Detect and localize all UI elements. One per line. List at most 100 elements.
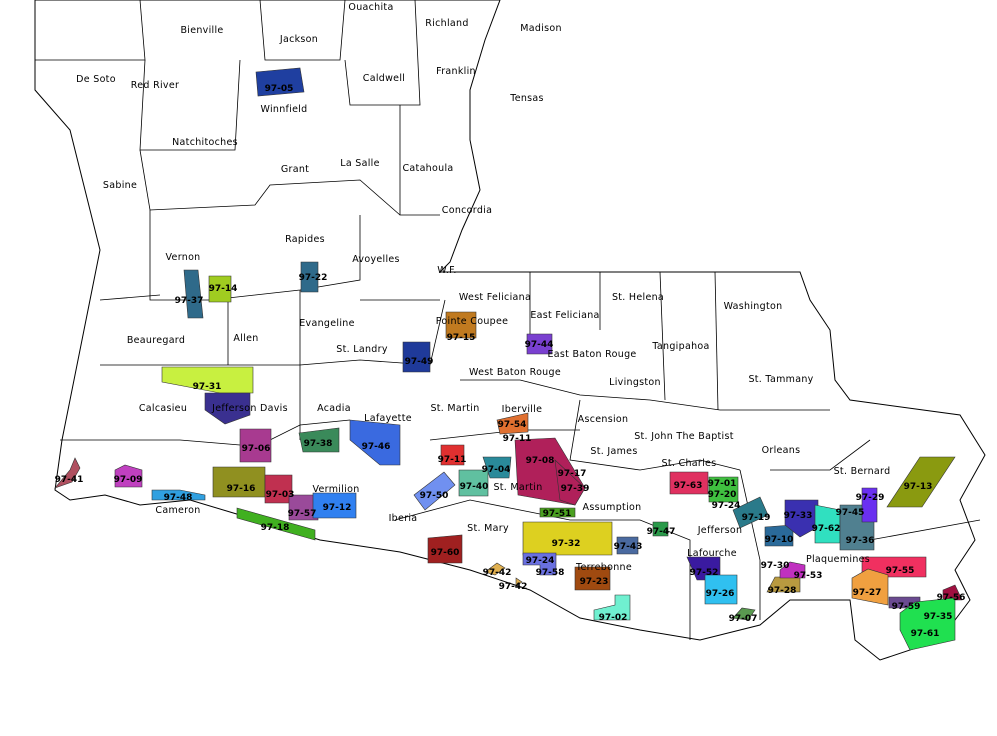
parish-label: Terrebonne [575, 562, 632, 573]
project-area[interactable] [574, 566, 611, 591]
parish-label: West Feliciana [459, 292, 531, 303]
project-area[interactable] [151, 489, 206, 501]
project-label: 97-02 [599, 613, 628, 623]
project-area[interactable] [255, 67, 305, 97]
project-area[interactable] [458, 469, 489, 497]
parish-label: St. Bernard [834, 466, 891, 477]
parish-label: Tensas [509, 93, 544, 104]
project-label: 97-28 [768, 586, 797, 596]
project-area[interactable] [204, 392, 251, 425]
project-label: 97-40 [460, 482, 489, 492]
project-area[interactable] [779, 561, 806, 579]
project-label: 97-01 [708, 479, 737, 489]
project-area[interactable] [704, 574, 738, 605]
project-label: 97-14 [209, 284, 238, 294]
project-area[interactable] [899, 597, 956, 651]
project-label: 97-36 [846, 536, 875, 546]
parish-label: Grant [281, 164, 309, 175]
project-area[interactable] [440, 444, 465, 466]
parish-label: Vernon [166, 252, 201, 263]
project-area[interactable] [732, 496, 769, 529]
project-area[interactable] [861, 487, 878, 523]
project-label: 97-12 [323, 503, 352, 513]
project-label: 97-63 [674, 481, 703, 491]
project-label: 97-32 [552, 539, 581, 549]
project-area[interactable] [298, 427, 340, 453]
project-label: 97-43 [614, 542, 643, 552]
project-area[interactable] [236, 507, 316, 541]
parish-label: East Baton Rouge [547, 349, 636, 360]
project-area[interactable] [732, 607, 756, 621]
project-area[interactable] [554, 459, 586, 506]
parish-label: St. Helena [612, 292, 664, 303]
project-label: 97-39 [561, 484, 590, 494]
project-area[interactable] [54, 457, 81, 489]
project-area[interactable] [526, 333, 553, 355]
project-areas [54, 67, 963, 651]
project-label: 97-27 [853, 588, 882, 598]
project-area[interactable] [784, 499, 819, 538]
project-label: 97-22 [299, 273, 328, 283]
project-area[interactable] [522, 521, 613, 556]
project-area[interactable] [708, 476, 739, 503]
project-area[interactable] [183, 269, 204, 319]
parish-label: Rapides [285, 234, 325, 245]
project-area[interactable] [239, 428, 272, 463]
parish-label: Iberville [502, 404, 543, 415]
project-area[interactable] [413, 471, 456, 511]
project-label: 97-24 [526, 556, 555, 566]
parish-label: St. Tammany [748, 374, 813, 385]
parish-label: Iberia [389, 513, 418, 524]
project-area[interactable] [886, 456, 956, 508]
project-label: 97-54 [498, 420, 527, 430]
project-area[interactable] [427, 534, 463, 564]
project-area[interactable] [496, 412, 529, 435]
project-area[interactable] [539, 507, 576, 518]
project-area[interactable] [942, 584, 963, 601]
project-label: 97-04 [482, 465, 511, 475]
project-label: 97-37 [175, 296, 204, 306]
project-label: 97-30 [761, 561, 790, 571]
project-label: 97-05 [265, 84, 294, 94]
parish-label: Ouachita [348, 2, 393, 13]
parish-label: St. John The Baptist [634, 431, 734, 442]
project-area[interactable] [288, 494, 319, 521]
project-area[interactable] [669, 471, 709, 495]
project-area[interactable] [515, 577, 523, 587]
project-label: 97-23 [580, 577, 609, 587]
project-label: 97-62 [812, 524, 841, 534]
project-area[interactable] [445, 311, 477, 339]
project-area[interactable] [652, 521, 669, 537]
parish-label: Winnfield [260, 104, 307, 115]
parish-label: Beauregard [127, 335, 185, 346]
project-label: 97-29 [856, 493, 885, 503]
project-label: 97-09 [114, 475, 143, 485]
project-area[interactable] [616, 536, 639, 555]
project-label: 97-33 [784, 511, 813, 521]
parish-label: Sabine [103, 180, 137, 191]
project-area[interactable] [851, 568, 889, 606]
project-area[interactable] [312, 492, 357, 519]
parish-label: Cameron [155, 505, 200, 516]
parish-label: Red River [131, 80, 179, 91]
project-label: 97-51 [543, 509, 572, 519]
project-label: 97-16 [227, 484, 256, 494]
project-area[interactable] [484, 562, 506, 576]
project-label: 97-61 [911, 629, 940, 639]
project-area[interactable] [208, 275, 232, 303]
project-area[interactable] [764, 524, 794, 547]
project-area[interactable] [300, 261, 319, 293]
project-area[interactable] [114, 464, 143, 488]
project-label: 97-45 [836, 508, 865, 518]
project-area[interactable] [593, 594, 631, 621]
project-label: 97-46 [362, 442, 391, 452]
parish-label: West Baton Rouge [469, 367, 561, 378]
project-label: 97-35 [924, 612, 953, 622]
parish-label: St. Mary [467, 523, 509, 534]
project-area[interactable] [402, 341, 431, 373]
project-area[interactable] [522, 552, 557, 576]
project-label: 97-15 [447, 333, 476, 343]
parish-boundaries [35, 0, 981, 640]
project-area[interactable] [349, 419, 401, 466]
